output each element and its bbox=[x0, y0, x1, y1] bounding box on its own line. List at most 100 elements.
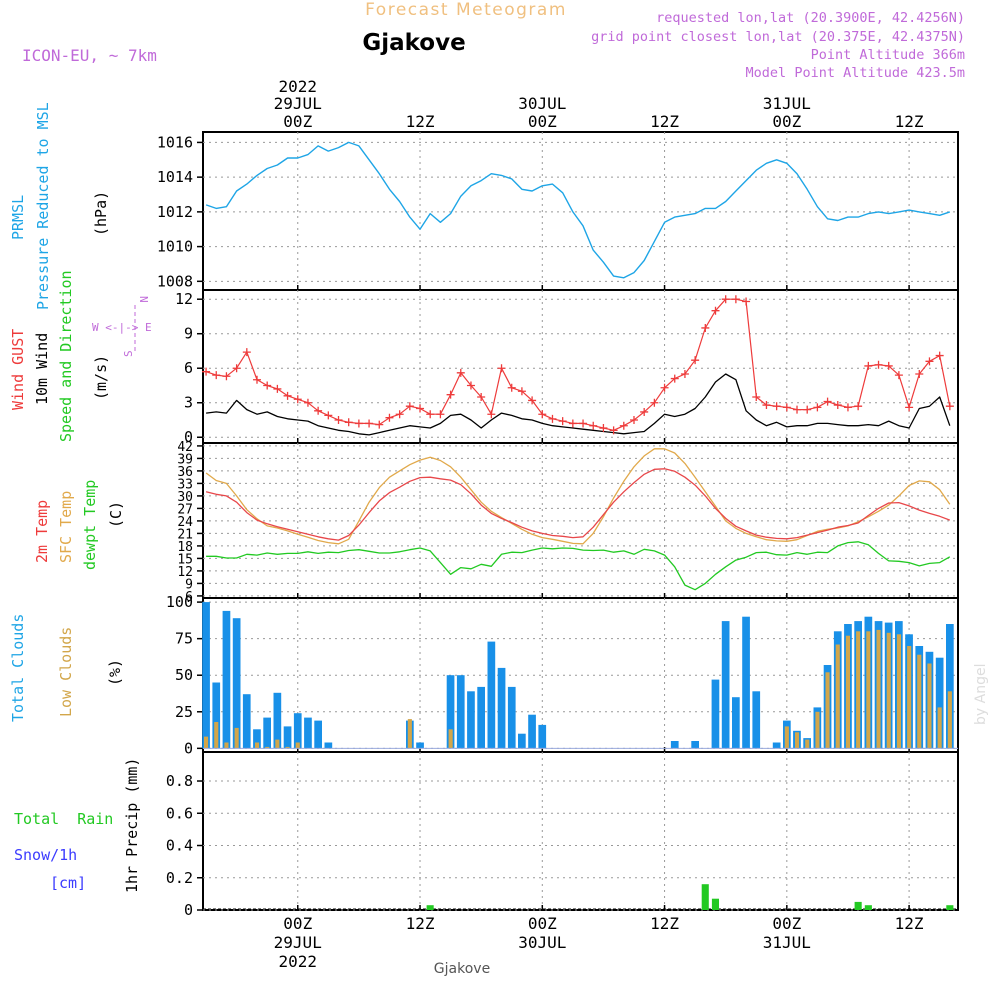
gust-marker bbox=[945, 402, 954, 411]
gust-marker bbox=[487, 410, 496, 419]
dewpt-temp-label: dewpt Temp bbox=[81, 480, 99, 570]
pressure-msl-label: Pressure Reduced to MSL bbox=[34, 102, 52, 310]
total-cloud-bar bbox=[304, 717, 312, 749]
gust-marker bbox=[263, 381, 272, 390]
low-cloud-bar bbox=[295, 742, 300, 749]
clouds-ytick-label: 0 bbox=[184, 739, 193, 757]
temperature-ytick-label: 15 bbox=[177, 552, 193, 567]
bottom-time-label: 12Z bbox=[895, 914, 924, 933]
gust-marker bbox=[793, 405, 802, 414]
top-year-label: 2022 bbox=[278, 77, 317, 96]
gust-marker bbox=[314, 406, 323, 415]
temperature-ytick-label: 12 bbox=[177, 565, 193, 580]
low-cloud-bar bbox=[214, 722, 219, 749]
precip-ytick-label: 0.8 bbox=[166, 772, 193, 790]
total-cloud-bar bbox=[691, 741, 699, 749]
wind-panel: 0 3 6 9 12 bbox=[175, 289, 959, 446]
total-cloud-bar bbox=[467, 691, 475, 749]
bottom-year-label: 2022 bbox=[278, 952, 317, 971]
precip-ytick-label: 0 bbox=[184, 901, 193, 919]
compass-we: W <-|-> E bbox=[92, 321, 152, 334]
low-cloud-bar bbox=[907, 646, 912, 749]
gust-marker bbox=[915, 369, 924, 378]
gust-marker bbox=[579, 419, 588, 428]
temperature-ytick-label: 27 bbox=[177, 502, 193, 517]
precip-frame bbox=[202, 751, 959, 911]
total-cloud-bar bbox=[283, 726, 292, 749]
gust-marker bbox=[517, 387, 526, 396]
gust-marker bbox=[833, 401, 842, 410]
total-cloud-bar bbox=[314, 720, 322, 749]
total-cloud-bar bbox=[518, 733, 526, 749]
low-cloud-bar bbox=[234, 727, 239, 749]
gust-marker bbox=[629, 415, 638, 424]
compass-n: N bbox=[137, 296, 150, 303]
precip-panel: 0 0.2 0.4 0.6 0.8 bbox=[166, 751, 959, 919]
precip-ytick-label: 0.4 bbox=[166, 837, 193, 855]
clouds-ytick-label: 100 bbox=[166, 593, 193, 611]
gust-marker bbox=[477, 392, 486, 401]
gust-marker bbox=[395, 410, 404, 419]
gust-marker bbox=[232, 364, 241, 373]
rain-bar bbox=[701, 884, 709, 910]
low-cloud-bar bbox=[886, 632, 891, 749]
rain-bar bbox=[864, 905, 872, 910]
gust-marker bbox=[772, 402, 781, 411]
pct-label: (%) bbox=[106, 659, 124, 686]
snow-label: Snow/1h bbox=[14, 846, 77, 864]
gust-marker bbox=[650, 398, 659, 407]
low-cloud-bar bbox=[795, 732, 800, 749]
total-cloud-bar bbox=[711, 679, 720, 749]
gust-marker bbox=[436, 410, 445, 419]
hpa-label: (hPa) bbox=[92, 191, 110, 236]
wind-frame bbox=[202, 289, 959, 444]
gust-marker bbox=[283, 391, 292, 400]
low-cloud-bar bbox=[845, 635, 850, 749]
gust-marker bbox=[528, 396, 537, 405]
rain-bar bbox=[946, 905, 954, 910]
bottom-date-label: 29JUL bbox=[274, 933, 322, 952]
temp2m-label: 2m Temp bbox=[33, 500, 51, 563]
gust-marker bbox=[222, 372, 231, 381]
gust-marker bbox=[619, 421, 628, 430]
cloud-labels: Total Clouds Low Clouds (%) bbox=[9, 614, 124, 722]
pressure-ytick-label: 1008 bbox=[157, 272, 193, 290]
low-cloud-bar bbox=[285, 746, 290, 749]
total-cloud-bar bbox=[742, 616, 750, 749]
temperature-ytick-label: 36 bbox=[177, 465, 193, 480]
rain-bar bbox=[711, 898, 719, 910]
title-top: Forecast Meteogram bbox=[365, 0, 567, 20]
low-clouds-label: Low Clouds bbox=[57, 627, 75, 717]
pressure-labels: PRMSL Pressure Reduced to MSL (hPa) bbox=[9, 102, 110, 310]
total-cloud-bar bbox=[293, 713, 302, 749]
low-cloud-bar bbox=[876, 629, 881, 749]
gust-marker bbox=[446, 390, 455, 399]
low-cloud-bar bbox=[866, 631, 871, 749]
gust-marker bbox=[609, 426, 618, 435]
total-cloud-bar bbox=[946, 624, 954, 749]
gust-marker bbox=[782, 403, 791, 412]
clouds-ytick-label: 50 bbox=[175, 666, 193, 684]
total-rain-label: Total Rain bbox=[14, 810, 113, 828]
top-date-label: 30JUL bbox=[518, 94, 566, 113]
gust-marker bbox=[925, 357, 934, 366]
gust-marker bbox=[507, 383, 516, 392]
total-cloud-bar bbox=[538, 724, 547, 749]
gust-marker bbox=[680, 369, 689, 378]
total-cloud-bar bbox=[446, 675, 455, 749]
compass-s: S bbox=[122, 350, 135, 357]
bottom-time-label: 12Z bbox=[406, 914, 435, 933]
bottom-date-label: 31JUL bbox=[763, 933, 811, 952]
model-label: ICON-EU, ~ 7km bbox=[22, 46, 157, 65]
low-cloud-bar bbox=[835, 644, 840, 749]
wind-speed-line bbox=[206, 373, 951, 436]
pressure-ytick-label: 1012 bbox=[157, 203, 193, 221]
gust-marker bbox=[426, 410, 435, 419]
precip-ytick-label: 0.2 bbox=[166, 869, 193, 887]
pressure-ytick-label: 1014 bbox=[157, 168, 193, 186]
gust-marker bbox=[466, 381, 475, 390]
pressure-ytick-label: 1010 bbox=[157, 238, 193, 256]
gust-marker bbox=[721, 295, 730, 304]
precip-labels: Total Rain Snow/1h [cm] 1hr Precip (mm) bbox=[14, 758, 141, 893]
clouds-ytick-label: 25 bbox=[175, 703, 193, 721]
